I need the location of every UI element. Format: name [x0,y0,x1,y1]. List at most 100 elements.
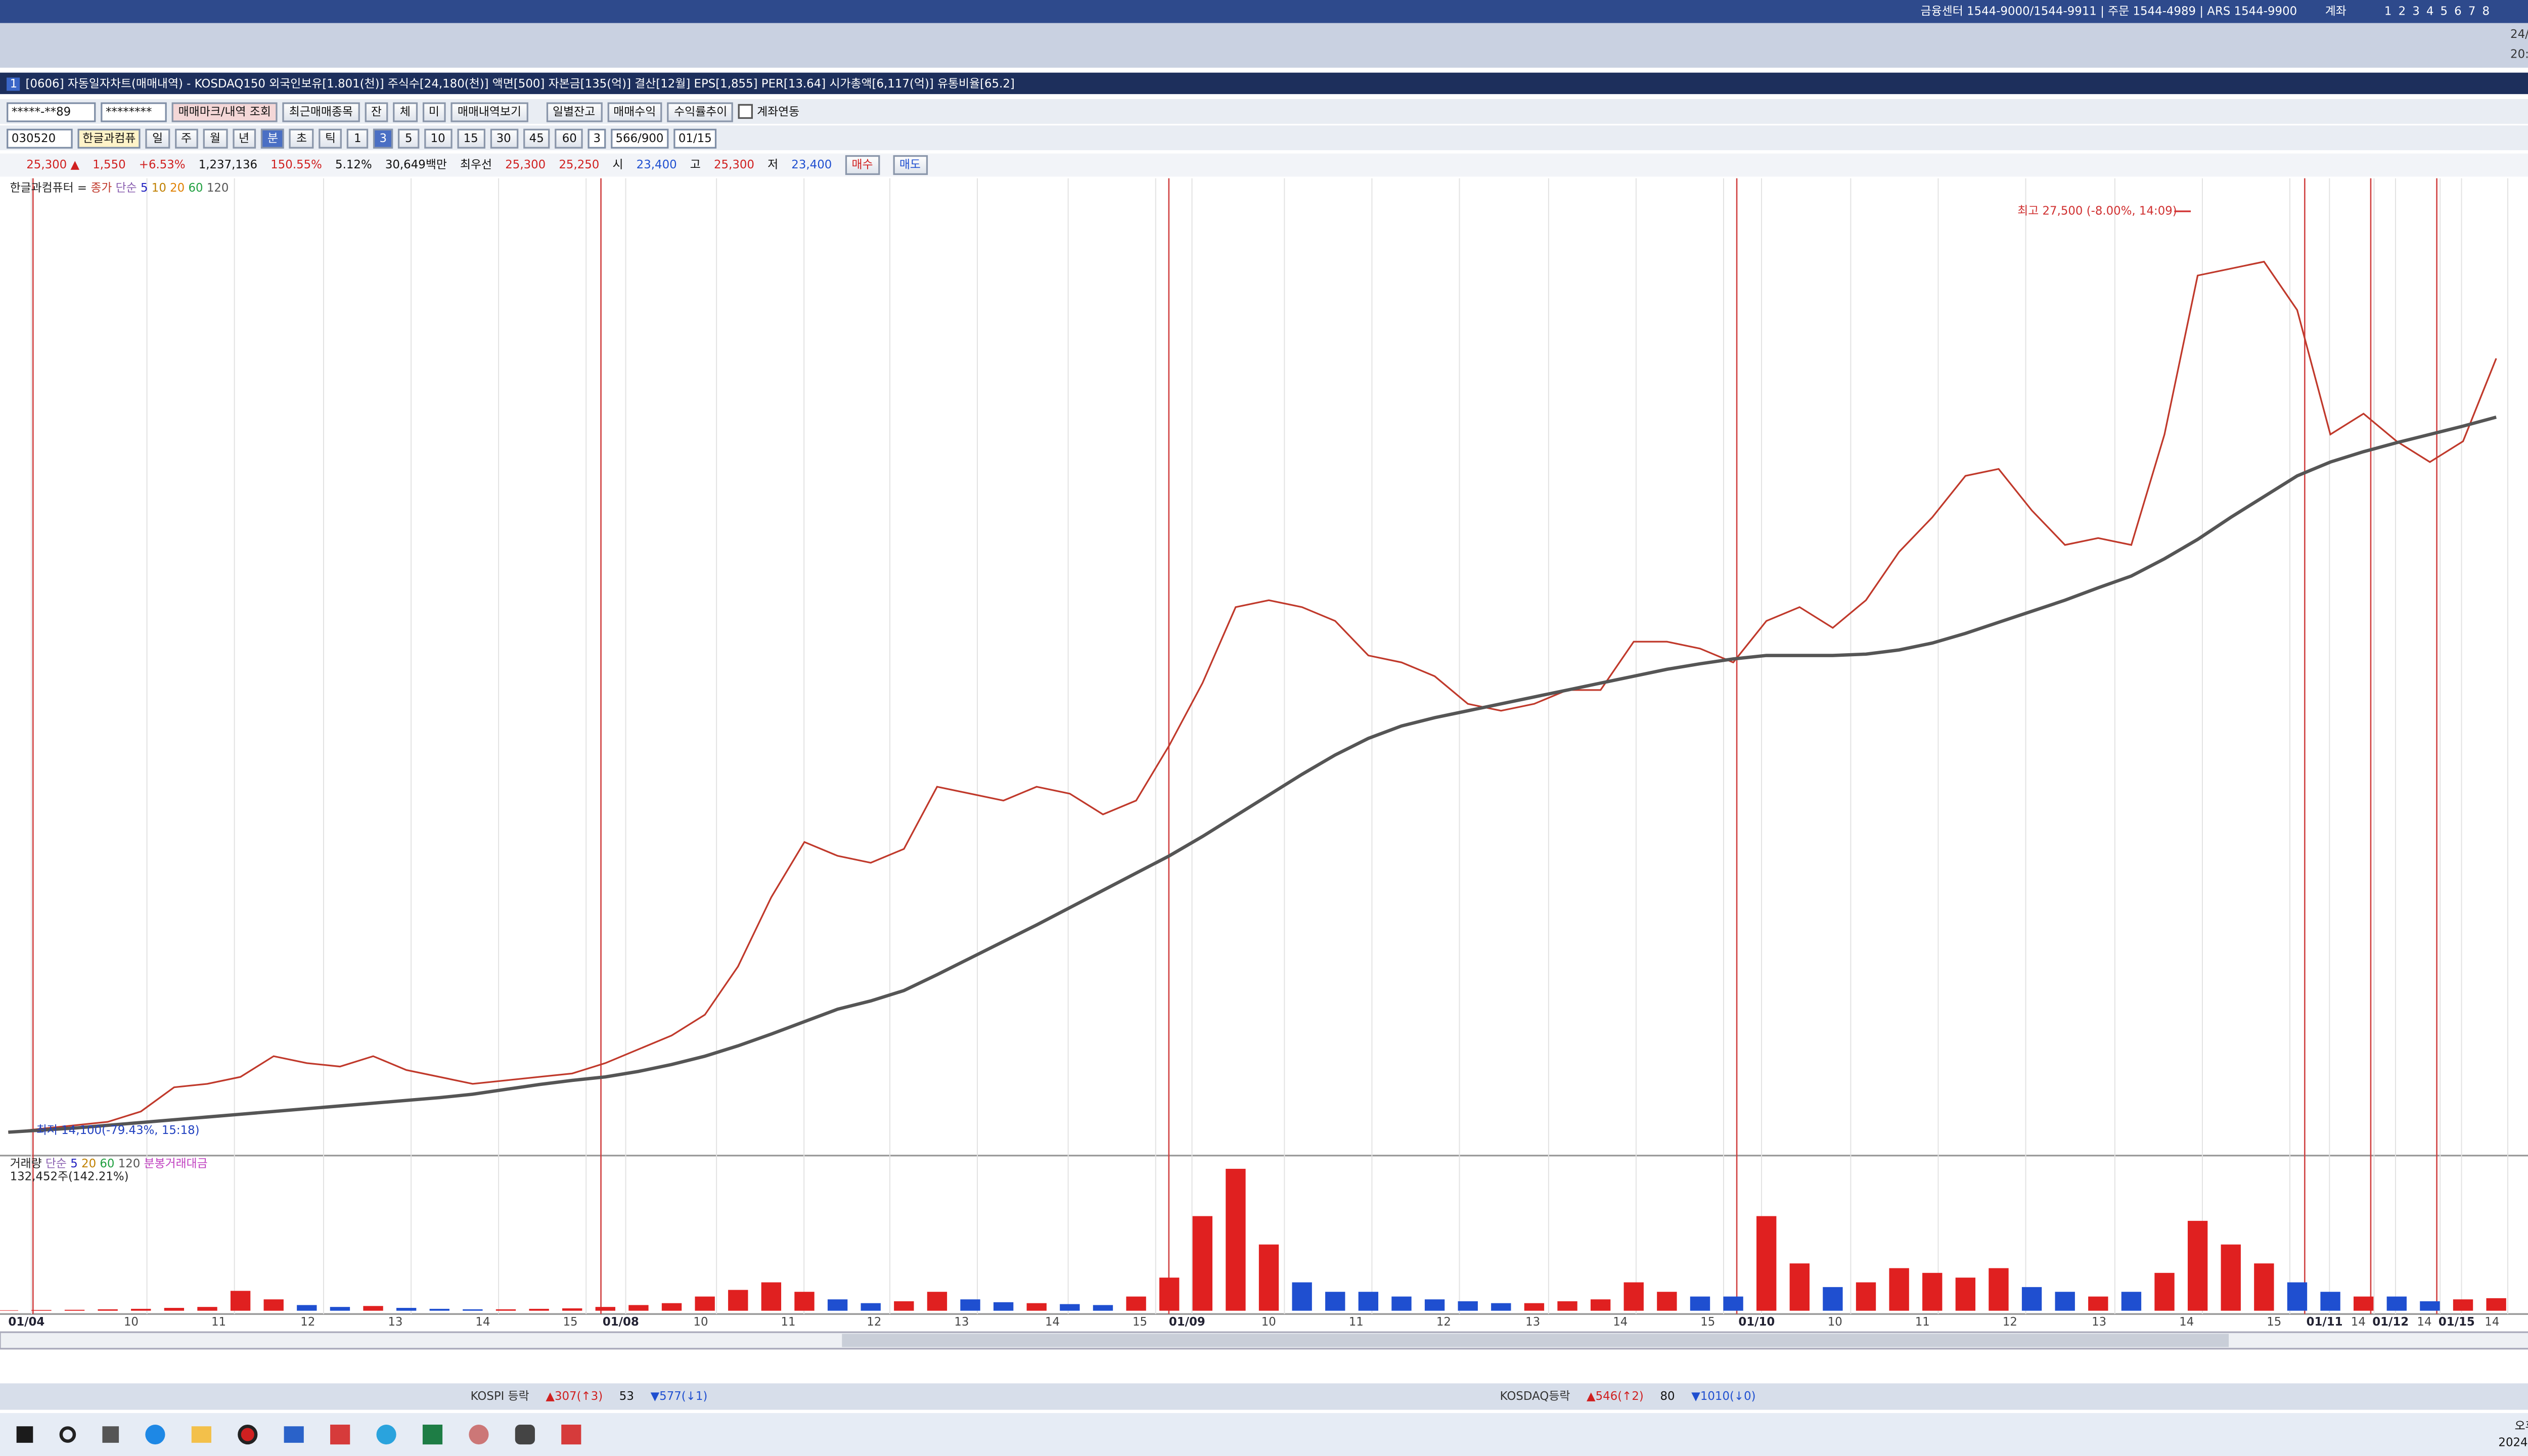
settings-icon[interactable] [515,1424,535,1445]
button[interactable]: 매매내역보기 [450,101,528,121]
x-tick-label: 14 [1613,1315,1628,1329]
volume-bar [1690,1296,1710,1311]
volume-bar [661,1303,682,1311]
volume-bar [2320,1292,2340,1311]
x-tick-label: 13 [388,1315,402,1329]
quote-bar: 25,300 ▲ 1,550 +6.53% 1,237,136 150.55% 5.12%… [0,153,2528,177]
account-field[interactable]: *****-**89 [7,101,96,121]
volume-bar [1458,1301,1478,1311]
button[interactable]: 잔 [364,101,389,121]
screen-tab[interactable]: 3 [2412,5,2420,18]
volume-bar [363,1306,383,1311]
edge-icon[interactable] [145,1424,165,1445]
volume-legend: 거래량 단순 5 20 60 120 분봉거래대금 [10,1157,208,1170]
interval-button[interactable]: 3 [373,128,394,148]
search-icon[interactable] [59,1426,76,1443]
interval-button[interactable]: 10 [424,128,452,148]
buy-button[interactable]: 매수 [845,155,880,175]
kospi-up: ▲307(↑3) [546,1390,603,1403]
button[interactable]: 최근매매종목 [282,101,360,121]
start-button[interactable] [16,1426,33,1443]
interval-button[interactable]: 30 [489,128,518,148]
button[interactable]: 일별잔고 [546,101,602,121]
screen-tab[interactable]: 8 [2482,5,2490,18]
password-field[interactable]: ******** [101,101,167,121]
legend-item: 20 [170,181,185,195]
screen-tab[interactable]: 4 [2426,5,2434,18]
excel-icon[interactable] [422,1424,443,1445]
screen-tab[interactable]: 2 [2398,5,2406,18]
x-tick-label: 13 [2092,1315,2106,1329]
period-button[interactable]: 월 [203,128,228,148]
app-icon[interactable] [561,1424,581,1445]
button[interactable]: 미 [422,101,446,121]
checkbox[interactable]: 계좌연동 [739,103,799,120]
sub-bar: 24/01/15 20:08:34 [0,23,2528,68]
button[interactable]: 수익률추이 [667,101,734,121]
screen-tab[interactable]: 7 [2468,5,2476,18]
period-button[interactable]: 년 [232,128,256,148]
range-field[interactable]: 566/900 [610,128,669,148]
checkbox-label: 계좌연동 [757,105,800,118]
telegram-icon[interactable] [376,1424,396,1445]
sell-button[interactable]: 매도 [892,155,927,175]
period-button[interactable]: 초 [289,128,314,148]
period-button[interactable]: 틱 [318,128,343,148]
checkbox-box [739,104,754,119]
screen-tab[interactable]: 5 [2440,5,2448,18]
quote-ask: 25,300 [505,158,546,172]
name-field[interactable]: 한글과컴퓨 [77,128,141,148]
interval-button[interactable]: 1 [347,128,368,148]
volume-bar [927,1292,947,1311]
button[interactable]: 체 [393,101,417,121]
interval-button[interactable]: 5 [398,128,419,148]
period-button[interactable]: 분 [260,128,285,148]
quote-amount: 30,649백만 [385,158,447,172]
volume-bar [2254,1263,2274,1311]
menu[interactable]: 계좌 [2325,5,2346,18]
legend-item: 종가 [91,181,112,195]
volume-bar [1093,1305,1113,1311]
x-tick-label: 11 [781,1315,795,1329]
volume-bar [529,1308,549,1311]
app-icon[interactable] [330,1424,350,1445]
folder-icon[interactable] [191,1426,211,1443]
taskview-icon[interactable] [102,1426,119,1443]
volume-bar [1226,1168,1246,1311]
volume-bar [1292,1282,1312,1311]
x-tick-label: 14 [2351,1315,2366,1329]
count-field[interactable]: 3 [588,128,606,148]
period-button[interactable]: 일 [146,128,170,148]
volume-bar [1391,1296,1412,1311]
x-tick-label: 12 [1436,1315,1451,1329]
volume-bar [1325,1292,1345,1311]
x-tick-label: 14 [1045,1315,1060,1329]
date-field[interactable]: 01/15 [673,128,717,148]
screen-tab[interactable]: 6 [2454,5,2462,18]
interval-button[interactable]: 15 [457,128,485,148]
button[interactable]: 매매수익 [607,101,663,121]
x-tick-label: 10 [1261,1315,1276,1329]
volume-bar [2386,1296,2407,1311]
interval-button[interactable]: 60 [555,128,583,148]
screen-tab[interactable]: 1 [2384,5,2392,18]
button[interactable]: 매매마크/내역 조회 [171,101,278,121]
volume-bar [1989,1268,2009,1311]
interval-button[interactable]: 45 [522,128,551,148]
app-icon[interactable] [469,1424,489,1445]
toolbar-chart: 030520 한글과컴퓨 일 주 월 년 분 초 틱 1 3 5 10 15 30 45 60 3 566/90… [0,125,2528,151]
volume-bar [263,1299,284,1311]
date: 24/01/15 [2510,28,2528,41]
volume-bar [628,1305,649,1311]
record-icon[interactable] [238,1424,258,1445]
quote-high: 25,300 [713,158,754,172]
mail-icon[interactable] [284,1426,304,1443]
volume-bar [562,1308,582,1311]
period-button[interactable]: 주 [174,128,199,148]
code-field[interactable]: 030520 [7,128,73,148]
top-bar: 금융센터 1544-9000/1544-9911 | 주문 1544-4989 … [0,0,2528,23]
scroll-thumb[interactable] [842,1334,2229,1347]
volume-bar [230,1291,251,1311]
contacts: 금융센터 1544-9000/1544-9911 | 주문 1544-4989 … [1920,5,2297,18]
volume-bar [794,1292,815,1311]
